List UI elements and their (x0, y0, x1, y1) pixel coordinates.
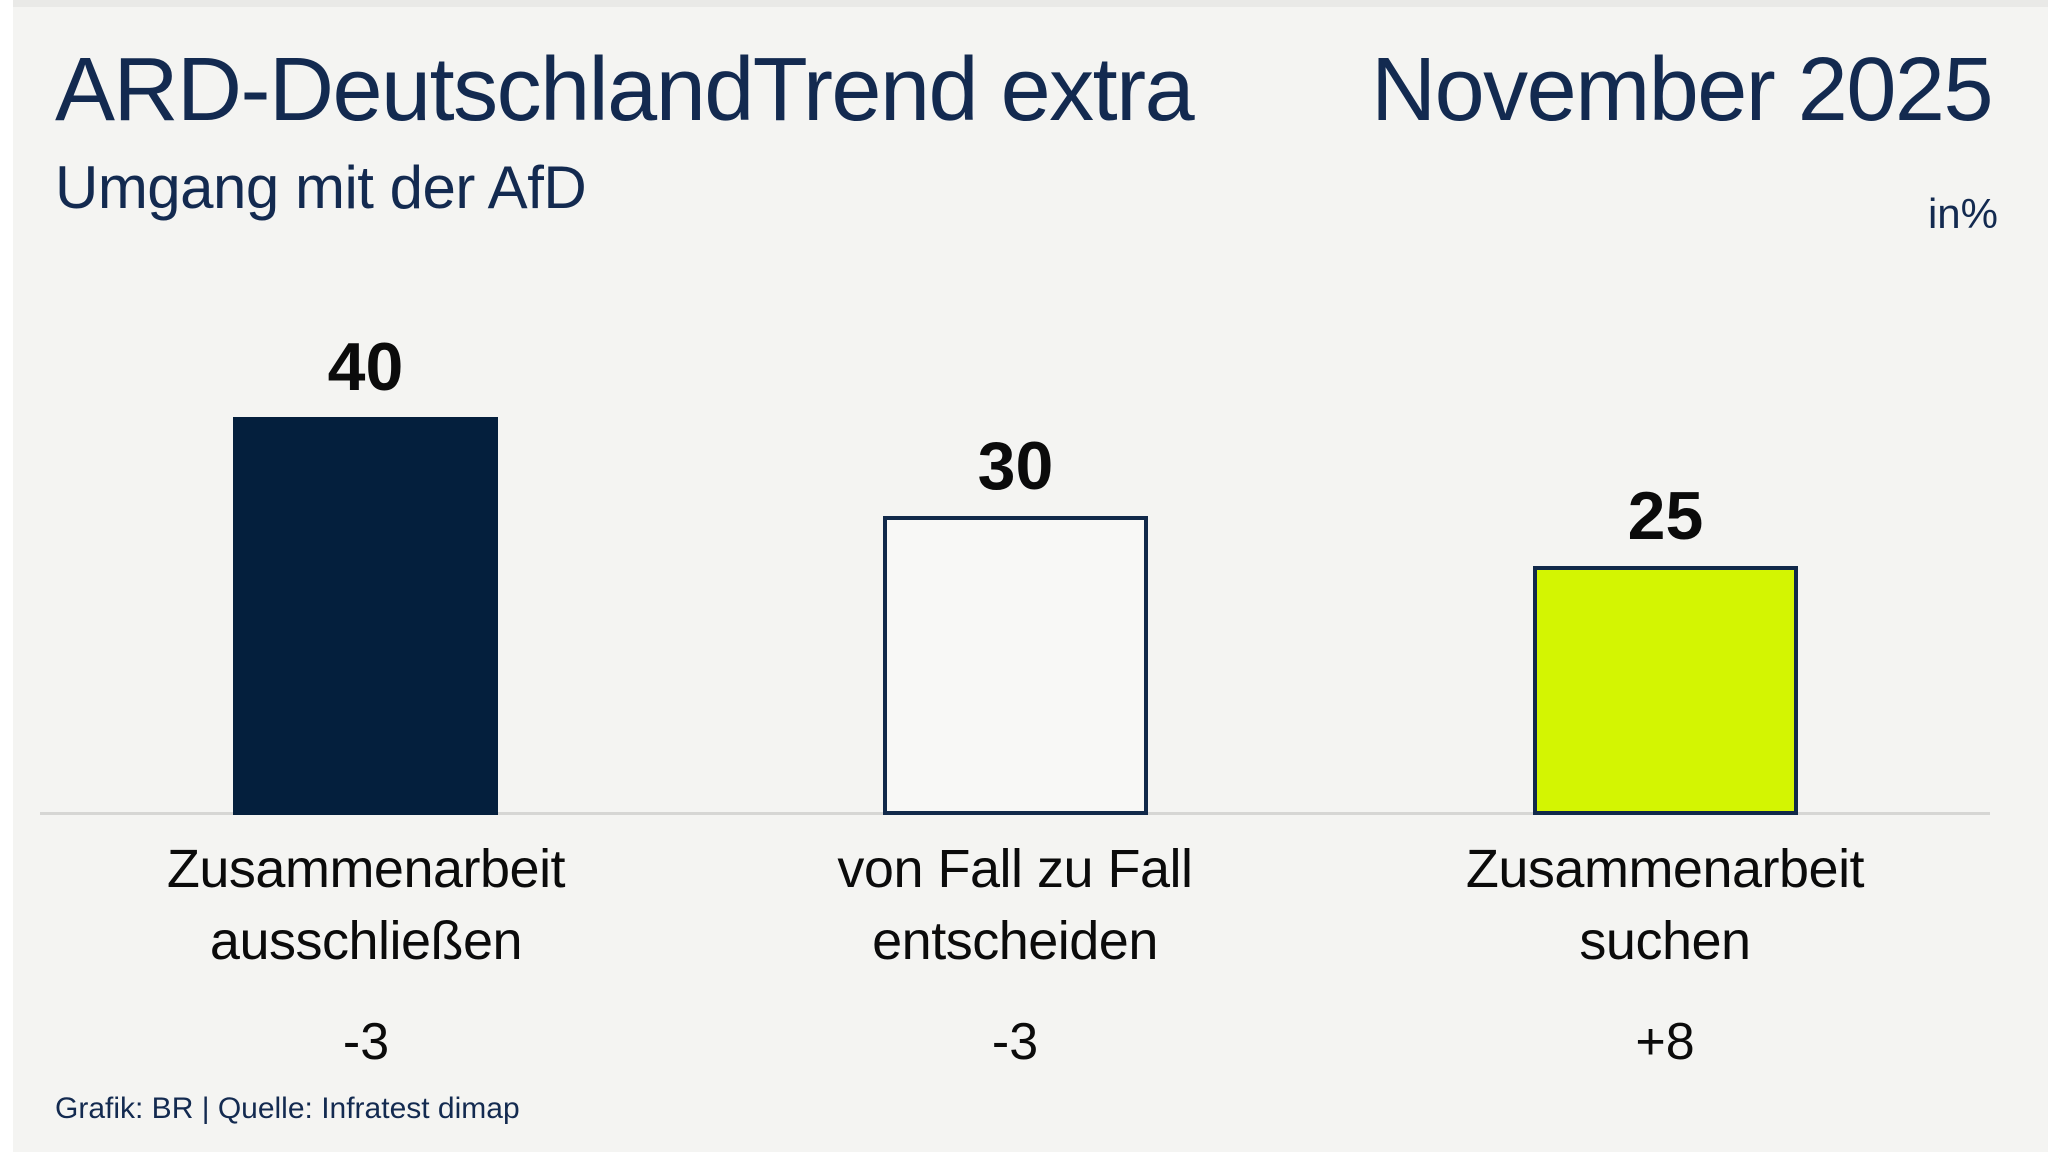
value-label: 30 (977, 428, 1054, 504)
top-edge-strip (0, 0, 2048, 7)
change-label: +8 (1635, 1012, 1695, 1071)
value-label: 40 (327, 329, 404, 405)
change-label: -3 (991, 1012, 1039, 1071)
category-label: Zusammenarbeit ausschließen (166, 839, 566, 971)
bar-group-ausschliessen: 40 (233, 333, 498, 815)
value-label: 25 (1627, 478, 1704, 554)
bar-group-fall-zu-fall: 30 (883, 432, 1148, 815)
bar-fall-zu-fall (883, 516, 1148, 815)
category-label: Zusammenarbeit suchen (1465, 839, 1865, 971)
category-block-suchen: Zusammenarbeit suchen +8 (1345, 834, 1985, 1068)
title-row: ARD-DeutschlandTrend extra November 2025 (55, 40, 1993, 141)
bar-suchen (1533, 566, 1798, 815)
bar-group-suchen: 25 (1533, 482, 1798, 815)
header: ARD-DeutschlandTrend extra November 2025… (55, 40, 1998, 237)
page-title: ARD-DeutschlandTrend extra (55, 40, 1195, 140)
bar-ausschliessen (233, 417, 498, 815)
chart-subtitle: Umgang mit der AfD (55, 153, 587, 221)
left-edge-strip (0, 0, 13, 1152)
category-block-fall-zu-fall: von Fall zu Fall entscheiden -3 (695, 834, 1335, 1068)
category-label: von Fall zu Fall entscheiden (837, 839, 1193, 971)
change-label: -3 (342, 1012, 390, 1071)
category-block-ausschliessen: Zusammenarbeit ausschließen -3 (46, 834, 686, 1068)
source-credit: Grafik: BR | Quelle: Infratest dimap (55, 1092, 520, 1125)
report-date: November 2025 (1371, 40, 1993, 140)
subtitle-row: Umgang mit der AfD (55, 153, 1992, 221)
unit-label: in% (1927, 190, 1998, 237)
